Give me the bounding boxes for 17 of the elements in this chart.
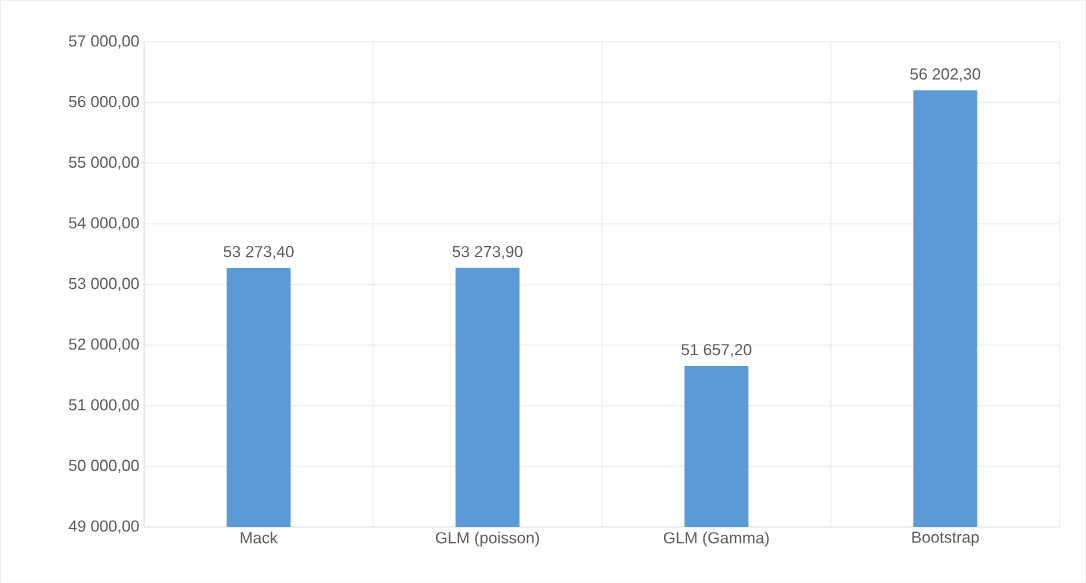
- x-tick-label: Mack: [240, 531, 278, 544]
- y-tick-label: 56 000,00: [68, 95, 139, 110]
- x-tick-label: GLM (Gamma): [663, 531, 769, 547]
- data-label: 56 202,30: [910, 68, 981, 82]
- y-tick-label: 57 000,00: [68, 35, 139, 49]
- x-tick-label: Bootstrap: [912, 531, 979, 546]
- y-tick-label: 50 000,00: [68, 459, 139, 473]
- y-tick-label: 54 000,00: [68, 217, 139, 231]
- y-tick-label: 55 000,00: [68, 156, 139, 170]
- x-tick-label: GLM (poisson): [435, 531, 539, 547]
- data-label: 53 273,40: [223, 245, 294, 260]
- y-tick-label: 51 000,00: [68, 399, 139, 413]
- y-tick-label: 53 000,00: [68, 277, 139, 291]
- y-tick-label: 52 000,00: [68, 338, 139, 352]
- data-label: 51 657,20: [681, 343, 752, 358]
- y-tick-label: 49 000,00: [68, 520, 139, 534]
- data-label: 53 273,90: [452, 245, 523, 260]
